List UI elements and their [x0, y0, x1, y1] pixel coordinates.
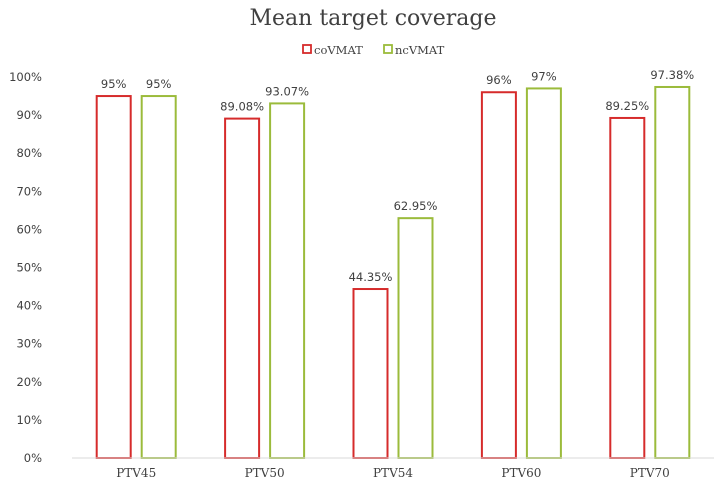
data-label-ncVMAT-PTV70: 97.38% [650, 68, 694, 82]
x-axis: PTV45 PTV50 PTV54 PTV60 PTV70 [72, 457, 714, 480]
bar-ncVMAT-PTV54 [397, 217, 434, 459]
data-label-coVMAT-PTV60: 96% [486, 73, 512, 87]
y-tick-label: 20% [16, 375, 42, 389]
data-label-ncVMAT-PTV54: 62.95% [394, 199, 438, 213]
x-category-label: PTV45 [116, 466, 156, 480]
data-label-coVMAT-PTV50: 89.08% [220, 100, 264, 114]
data-label-coVMAT-PTV45: 95% [101, 77, 127, 91]
y-tick-label: 40% [16, 299, 42, 313]
y-tick-label: 60% [16, 222, 42, 236]
data-label-ncVMAT-PTV45: 95% [146, 77, 172, 91]
legend-swatch-ncVMAT [383, 44, 393, 54]
y-tick-label: 50% [16, 261, 42, 275]
x-category-label: PTV50 [245, 466, 285, 480]
data-label-coVMAT-PTV54: 44.35% [349, 270, 393, 284]
y-tick-label: 80% [16, 146, 42, 160]
bar-coVMAT-PTV70 [609, 116, 646, 460]
bar-coVMAT-PTV45 [95, 95, 132, 460]
bars: 95% 95% 89.08%93.07% 44.35% 62.95% 96% 97% 89.2… [95, 68, 694, 460]
bar-coVMAT-PTV54 [352, 288, 389, 459]
y-tick-label: 70% [16, 184, 42, 198]
y-tick-label: 0% [24, 451, 42, 465]
legend: coVMAT ncVMAT [302, 43, 445, 57]
data-label-ncVMAT-PTV50: 93.07% [265, 84, 309, 98]
legend-label-coVMAT: coVMAT [314, 43, 363, 57]
y-tick-label: 100% [9, 70, 42, 84]
bar-ncVMAT-PTV45 [140, 95, 177, 460]
chart-title: Mean target coverage [250, 6, 497, 31]
y-axis: 0% 10% 20% 30% 40% 50% 60% 70% 80% 90% 100% [9, 70, 42, 465]
legend-label-ncVMAT: ncVMAT [395, 43, 445, 57]
y-tick-label: 10% [16, 413, 42, 427]
legend-swatch-coVMAT [302, 44, 312, 54]
bar-coVMAT-PTV50 [224, 117, 261, 460]
x-category-label: PTV70 [630, 466, 670, 480]
x-category-label: PTV54 [373, 466, 413, 480]
bar-coVMAT-PTV60 [480, 91, 517, 460]
bar-ncVMAT-PTV50 [269, 102, 306, 460]
bar-ncVMAT-PTV70 [654, 85, 691, 459]
data-label-ncVMAT-PTV60: 97% [531, 69, 557, 83]
y-tick-label: 90% [16, 108, 42, 122]
data-label-coVMAT-PTV70: 89.25% [605, 99, 649, 113]
bar-ncVMAT-PTV60 [525, 87, 562, 460]
y-tick-label: 30% [16, 337, 42, 351]
x-category-label: PTV60 [501, 466, 541, 480]
